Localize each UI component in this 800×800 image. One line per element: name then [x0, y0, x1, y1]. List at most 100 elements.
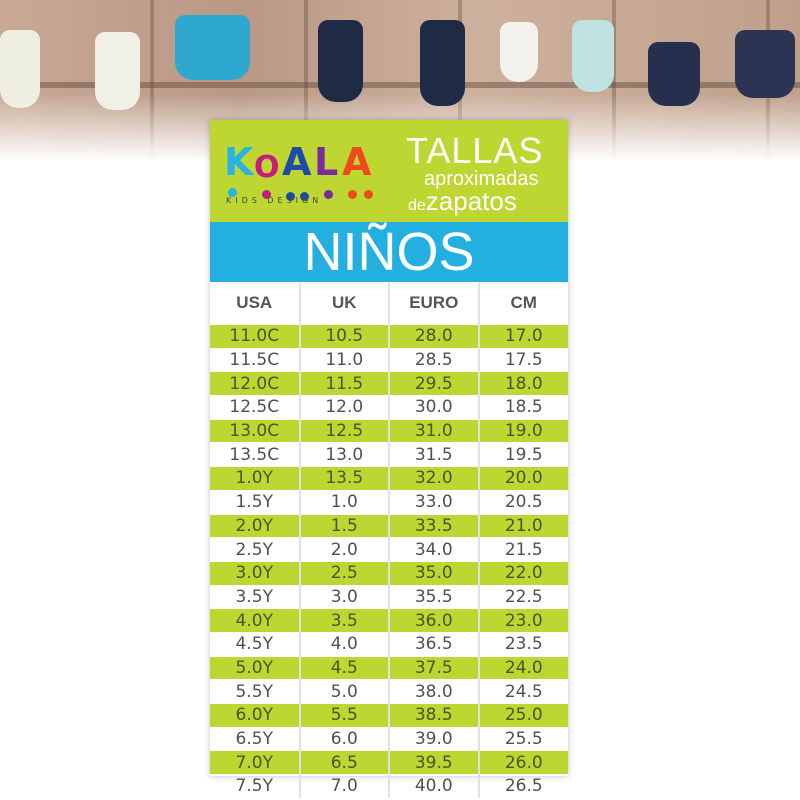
table-cell: 3.0 — [299, 584, 390, 609]
shoe-white — [95, 32, 140, 110]
table-row: 12.5C 12.0 30.0 18.5 — [210, 395, 568, 420]
table-cell: 21.5 — [478, 537, 568, 562]
shoe-white — [500, 22, 538, 82]
shoe-blue — [175, 15, 250, 80]
table-cell: 37.5 — [389, 655, 480, 680]
table-cell: 31.0 — [389, 418, 480, 443]
table-row: 3.5Y 3.0 35.5 22.5 — [210, 584, 568, 609]
table-cell: 4.5 — [299, 655, 390, 680]
table-cell: 3.5Y — [210, 584, 301, 609]
table-cell: 5.5 — [299, 703, 390, 728]
table-cell: 32.0 — [389, 466, 480, 491]
table-cell: 34.0 — [389, 537, 480, 562]
table-cell: 24.0 — [478, 655, 568, 680]
table-row: 13.0C 12.5 31.0 19.0 — [210, 418, 568, 443]
table-row: 5.0Y 4.5 37.5 24.0 — [210, 655, 568, 680]
table-cell: 33.0 — [389, 489, 480, 514]
shoe-navy — [318, 20, 363, 102]
table-cell: 6.0Y — [210, 703, 301, 728]
table-row: 13.5C 13.0 31.5 19.5 — [210, 442, 568, 467]
table-row: 11.0C 10.5 28.0 17.0 — [210, 324, 568, 349]
table-cell: 39.5 — [389, 750, 480, 775]
table-cell: 12.0C — [210, 371, 301, 396]
table-cell: 10.5 — [299, 324, 390, 349]
table-row: 2.0Y 1.5 33.5 21.0 — [210, 513, 568, 538]
table-cell: 13.5C — [210, 442, 301, 467]
title-de-zapatos: dezapatos — [408, 186, 517, 217]
title-aproximadas: aproximadas — [424, 168, 539, 190]
table-cell: 2.0 — [299, 537, 390, 562]
table-cell: 6.5 — [299, 750, 390, 775]
table-row: 7.0Y 6.5 39.5 26.0 — [210, 750, 568, 775]
table-cell: 36.5 — [389, 631, 480, 657]
table-cell: 19.0 — [478, 418, 568, 443]
table-cell: 17.0 — [478, 324, 568, 349]
table-cell: 7.0Y — [210, 750, 301, 775]
table-cell: 2.5 — [299, 560, 390, 586]
shoe-navy — [420, 20, 465, 106]
table-cell: 28.5 — [389, 347, 480, 372]
table-cell: 4.5Y — [210, 631, 301, 657]
koala-logo: K O A L A — [224, 138, 394, 208]
table-header-row: USA UK EURO CM — [210, 282, 568, 325]
table-cell: 29.5 — [389, 371, 480, 396]
table-cell: 7.5Y — [210, 774, 301, 798]
table-cell: 36.0 — [389, 608, 480, 633]
table-cell: 2.5Y — [210, 537, 301, 562]
table-row: 7.5Y 7.0 40.0 26.5 — [210, 774, 568, 798]
table-cell: 3.0Y — [210, 560, 301, 586]
table-cell: 25.0 — [478, 703, 568, 728]
table-cell: 22.0 — [478, 560, 568, 586]
table-cell: 20.0 — [478, 466, 568, 491]
table-cell: 28.0 — [389, 324, 480, 349]
table-cell: 39.0 — [389, 726, 480, 751]
table-row: 6.0Y 5.5 38.5 25.0 — [210, 703, 568, 728]
table-cell: 31.5 — [389, 442, 480, 467]
size-table: USA UK EURO CM 11.0C 10.5 28.0 17.0 11.5C 11.0 28… — [210, 282, 568, 798]
shoe-navy — [735, 30, 795, 98]
table-row: 11.5C 11.0 28.5 17.5 — [210, 347, 568, 372]
table-cell: 38.5 — [389, 703, 480, 728]
table-cell: 38.0 — [389, 679, 480, 704]
shoe-navy — [648, 42, 700, 106]
table-cell: 4.0 — [299, 631, 390, 657]
table-cell: 13.0 — [299, 442, 390, 467]
shoe-white — [0, 30, 40, 108]
table-row: 2.5Y 2.0 34.0 21.5 — [210, 537, 568, 562]
table-cell: 4.0Y — [210, 608, 301, 633]
table-cell: 11.5C — [210, 347, 301, 372]
table-cell: 19.5 — [478, 442, 568, 467]
table-cell: 11.5 — [299, 371, 390, 396]
table-cell: 5.0 — [299, 679, 390, 704]
table-row: 5.5Y 5.0 38.0 24.5 — [210, 679, 568, 704]
table-cell: 20.5 — [478, 489, 568, 514]
title-de: de — [408, 197, 426, 214]
table-cell: 12.0 — [299, 395, 390, 420]
table-cell: 30.0 — [389, 395, 480, 420]
table-cell: 22.5 — [478, 584, 568, 609]
table-cell: 5.0Y — [210, 655, 301, 680]
table-row: 4.0Y 3.5 36.0 23.0 — [210, 608, 568, 633]
table-cell: 40.0 — [389, 774, 480, 798]
table-cell: 1.5Y — [210, 489, 301, 514]
column-header: CM — [478, 282, 568, 325]
table-cell: 18.0 — [478, 371, 568, 396]
table-cell: 6.5Y — [210, 726, 301, 751]
table-cell: 3.5 — [299, 608, 390, 633]
table-cell: 24.5 — [478, 679, 568, 704]
section-title: NIÑOS — [210, 222, 568, 282]
table-cell: 7.0 — [299, 774, 390, 798]
table-cell: 11.0C — [210, 324, 301, 349]
table-cell: 35.0 — [389, 560, 480, 586]
table-cell: 11.0 — [299, 347, 390, 372]
column-header: EURO — [389, 282, 480, 325]
title-zapatos: zapatos — [425, 186, 517, 216]
shoe-mint — [572, 20, 614, 92]
kids-shoes-photo — [0, 0, 800, 170]
table-cell: 5.5Y — [210, 679, 301, 704]
table-row: 6.5Y 6.0 39.0 25.5 — [210, 726, 568, 751]
table-cell: 23.0 — [478, 608, 568, 633]
table-cell: 17.5 — [478, 347, 568, 372]
table-cell: 1.5 — [299, 513, 390, 538]
header-banner: K O A L A KIDS DESIGN TALLAS aproximadas… — [210, 120, 568, 222]
